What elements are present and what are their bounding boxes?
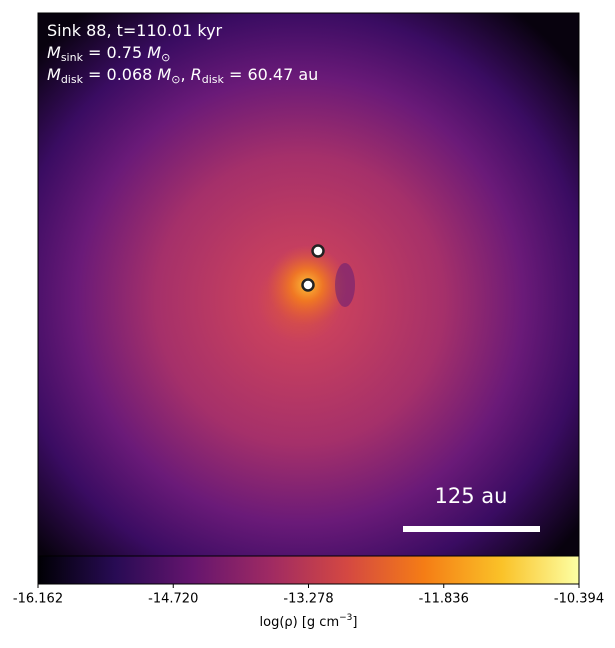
tick-label: -14.720 [148, 592, 198, 607]
text-part: = 60.47 au [224, 65, 318, 84]
text-part: M [147, 43, 161, 62]
text-part: ⊙ [171, 73, 180, 86]
sink-particle [311, 244, 325, 258]
text-part: ⊙ [161, 51, 170, 64]
text-part: = 0.068 [83, 65, 157, 84]
text-part: sink [61, 51, 84, 64]
tick-label: -11.836 [419, 592, 469, 607]
text-part: R [191, 65, 202, 84]
density-shadow [335, 263, 355, 307]
rich-text: Msink = 0.75 M⊙ [47, 43, 170, 65]
scale-bar-label: 125 au [435, 484, 508, 508]
scale-bar [403, 526, 540, 532]
text-part: disk [202, 73, 225, 86]
tick-label: -16.162 [13, 592, 63, 607]
colorbar [37, 555, 580, 585]
text-part: , [180, 65, 190, 84]
text-part: M [47, 65, 61, 84]
text-part: M [157, 65, 171, 84]
rich-text: Sink 88, t=110.01 kyr [47, 21, 223, 40]
text-part: disk [61, 73, 84, 86]
text-part: log(ρ) [g cm [260, 615, 340, 630]
sink-particle [301, 278, 315, 292]
text-part: −3 [339, 613, 352, 623]
tick-label: -13.278 [283, 592, 333, 607]
rich-text: Mdisk = 0.068 M⊙, Rdisk = 60.47 au [47, 65, 318, 87]
text-part: M [47, 43, 61, 62]
tick-label: -10.394 [554, 592, 604, 607]
text-part: ] [352, 615, 357, 630]
text-part: Sink 88, t=110.01 kyr [47, 21, 223, 40]
rich-text: log(ρ) [g cm−3] [260, 613, 358, 630]
text-part: = 0.75 [83, 43, 147, 62]
colorbar-axis: -16.162 -14.720 -13.278 -11.836 -10.394 log(ρ… [13, 584, 604, 630]
